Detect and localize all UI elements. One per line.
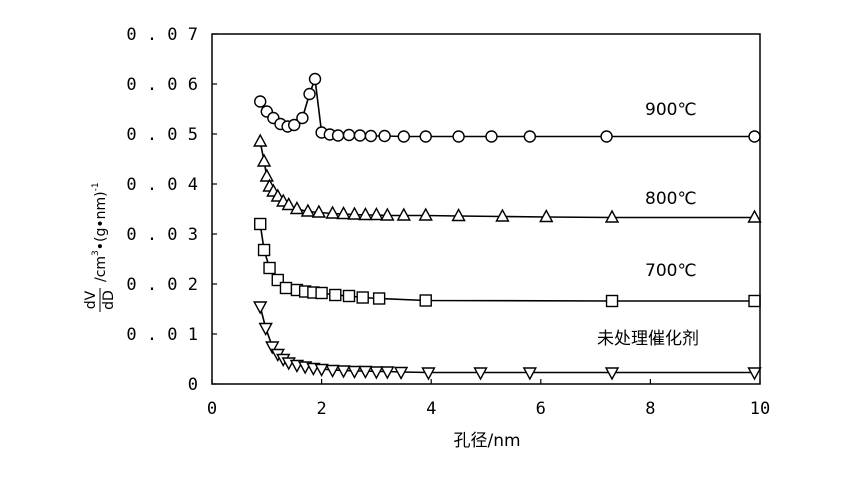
data-point-triangle-up [347, 206, 362, 220]
series-label-800: 800℃ [645, 189, 697, 209]
x-axis-title: 孔径/nm [453, 431, 520, 451]
data-point-circle [378, 129, 391, 143]
data-point-circle [419, 130, 432, 143]
data-point-square [279, 281, 293, 295]
x-tick-label: 10 [750, 399, 770, 419]
y-tick-label: 0 . 0 4 [126, 175, 198, 195]
data-point-square [315, 286, 328, 300]
data-point-triangle-down [393, 366, 409, 380]
y-axis-title: dV dD /cm3•(g•nm)-1 [83, 182, 117, 312]
data-point-circle [485, 130, 498, 143]
data-point-square [748, 294, 761, 308]
plot-frame [211, 33, 761, 385]
data-point-triangle-up [358, 207, 373, 221]
data-point-triangle-down [747, 367, 762, 381]
data-point-circle [452, 130, 465, 143]
x-tick-label: 0 [207, 399, 217, 419]
data-point-square [342, 289, 356, 303]
data-point-triangle-down [314, 363, 329, 377]
data-point-square [356, 291, 369, 304]
x-tick-label: 4 [426, 399, 436, 419]
data-point-circle [748, 130, 761, 143]
data-point-triangle-up [281, 197, 296, 211]
x-tick-label: 2 [316, 399, 326, 419]
data-point-triangle-down [473, 367, 488, 381]
data-point-triangle-up [325, 205, 340, 219]
data-point-triangle-up [747, 209, 762, 223]
y-tick-label: 0 . 0 5 [126, 125, 198, 145]
data-point-triangle-down [358, 365, 373, 379]
data-point-triangle-up [259, 168, 274, 182]
data-point-triangle-down [380, 366, 395, 380]
data-point-square [257, 243, 271, 257]
data-point-triangle-down [265, 341, 280, 355]
y-tick-label: 0 . 0 6 [126, 75, 198, 95]
y-tick-label: 0 . 0 3 [126, 225, 198, 245]
data-point-triangle-down [604, 367, 620, 381]
y-axis-title-middle: •(g•nm) [93, 191, 109, 250]
series-label-untreated: 未处理催化剂 [597, 329, 699, 349]
data-point-triangle-down [325, 364, 340, 378]
x-tick-label: 8 [645, 399, 655, 419]
y-axis-title-sup-minus1: -1 [91, 182, 101, 191]
data-point-triangle-down [369, 366, 384, 380]
data-point-triangle-up [300, 203, 316, 217]
chart-marks [253, 72, 762, 381]
data-point-triangle-down [336, 365, 351, 379]
data-point-circle [342, 128, 356, 142]
data-point-triangle-up [253, 133, 268, 147]
data-point-square [263, 261, 276, 275]
y-axis-title-sup3: 3 [91, 250, 101, 256]
data-point-triangle-up [539, 209, 554, 223]
data-point-circle [364, 129, 378, 143]
series-label-900: 900℃ [645, 100, 697, 120]
data-point-circle [308, 72, 322, 86]
data-point-circle [353, 129, 367, 142]
x-tick-label: 6 [536, 399, 546, 419]
series-label-700: 700℃ [645, 261, 697, 281]
data-point-triangle-down [421, 367, 436, 381]
data-point-circle [523, 130, 537, 143]
data-point-square [372, 292, 386, 305]
data-point-circle [331, 129, 345, 142]
axes: 0 2 4 6 8 10 0 0 . 0 1 0 . 0 2 0 . 0 3 0 . 0 4 0 . … [126, 25, 770, 419]
y-tick-label: 0 . 0 2 [126, 275, 198, 295]
y-tick-label: 0 . 0 1 [126, 325, 198, 345]
y-tick-label: 0 [188, 375, 198, 395]
data-point-triangle-up [380, 207, 395, 221]
data-point-triangle-down [253, 301, 268, 315]
y-axis-title-denominator: dD [101, 290, 117, 310]
data-point-circle [296, 111, 309, 125]
data-point-triangle-up [289, 201, 305, 215]
data-point-square [419, 294, 432, 307]
data-point-triangle-up [336, 206, 351, 220]
data-point-triangle-up [418, 207, 433, 221]
y-axis-title-unit-cm: /cm [93, 256, 109, 282]
data-point-triangle-down [347, 365, 362, 379]
data-point-triangle-down [522, 367, 538, 381]
data-point-triangle-up [451, 208, 466, 222]
data-point-circle [397, 130, 410, 143]
data-point-circle [254, 95, 267, 108]
data-point-triangle-down [258, 322, 273, 336]
data-point-square [605, 294, 619, 308]
data-point-triangle-up [396, 207, 411, 221]
data-point-square [329, 288, 342, 302]
y-axis-title-unit: /cm3•(g•nm)-1 [91, 182, 109, 282]
data-point-triangle-up [369, 207, 384, 221]
y-tick-label: 0 . 0 7 [126, 25, 198, 45]
data-point-triangle-up [256, 153, 272, 167]
data-point-triangle-up [311, 204, 327, 218]
data-point-circle [288, 118, 301, 132]
data-point-circle [600, 130, 613, 143]
data-point-triangle-up [495, 208, 510, 222]
y-axis-title-numerator: dV [83, 290, 99, 309]
data-point-triangle-up [604, 209, 620, 223]
data-point-square [254, 217, 267, 231]
data-point-circle [303, 87, 316, 101]
data-point-square [271, 273, 284, 287]
